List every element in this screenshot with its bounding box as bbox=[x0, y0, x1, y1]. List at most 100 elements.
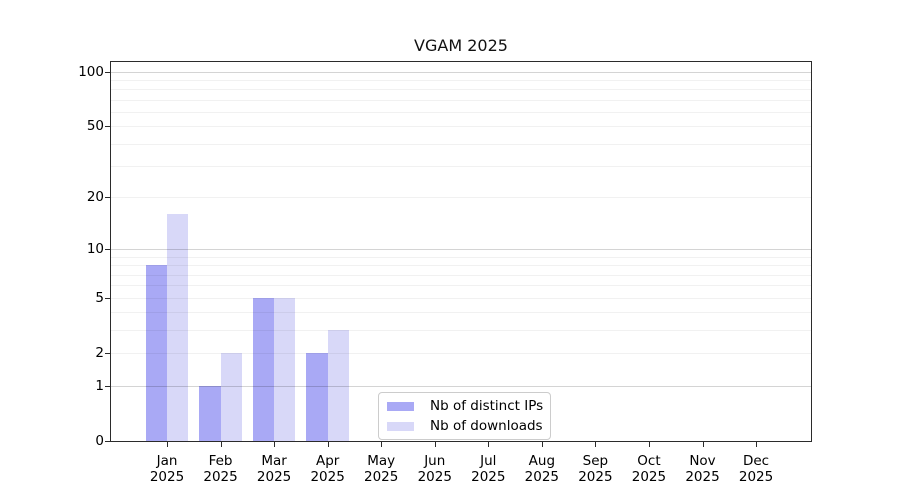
y-tickmark-10 bbox=[105, 249, 111, 251]
month-year: 2025 bbox=[256, 469, 292, 485]
month-name: Mar bbox=[261, 453, 287, 469]
legend-swatch-downloads-icon bbox=[387, 421, 414, 431]
y-tick-label-1: 1 bbox=[95, 377, 104, 394]
legend-label-downloads: Nb of downloads bbox=[430, 418, 543, 434]
bar-downloads-jan bbox=[167, 214, 189, 441]
gridline-minor-40 bbox=[111, 143, 811, 145]
month-year: 2025 bbox=[471, 469, 506, 485]
legend-label-distinct-ips: Nb of distinct IPs bbox=[430, 398, 544, 414]
month-year: 2025 bbox=[310, 469, 345, 485]
gridline-minor-80 bbox=[111, 89, 811, 91]
y-tick-label-100: 100 bbox=[78, 63, 104, 80]
y-tick-label-5: 5 bbox=[95, 289, 104, 306]
gridline-minor-30 bbox=[111, 166, 811, 168]
month-name: Jul bbox=[480, 453, 497, 469]
legend: Nb of distinct IPs Nb of downloads bbox=[378, 392, 552, 440]
month-name: Jun bbox=[424, 453, 446, 469]
month-name: Feb bbox=[208, 453, 233, 469]
x-tickmark-jun bbox=[434, 441, 436, 447]
x-tick-label-aug: Aug 2025 bbox=[510, 453, 574, 485]
gridline-minor-6 bbox=[111, 285, 811, 287]
month-name: Jan bbox=[156, 453, 178, 469]
x-tickmark-apr bbox=[327, 441, 329, 447]
x-tick-label-sep: Sep 2025 bbox=[563, 453, 627, 485]
x-tickmark-aug bbox=[541, 441, 543, 447]
bar-ips-mar bbox=[252, 297, 275, 441]
x-tickmark-nov bbox=[702, 441, 704, 447]
x-tick-label-mar: Mar 2025 bbox=[242, 453, 306, 485]
month-year: 2025 bbox=[738, 469, 774, 485]
bar-ips-feb bbox=[199, 385, 221, 441]
x-tickmark-sep bbox=[595, 441, 597, 447]
month-year: 2025 bbox=[149, 469, 185, 485]
x-tickmark-dec bbox=[756, 441, 758, 447]
y-tickmark-2 bbox=[105, 353, 111, 355]
plot-area bbox=[110, 61, 812, 442]
y-tickmark-0 bbox=[105, 441, 111, 442]
y-tick-label-0: 0 bbox=[95, 433, 104, 449]
x-tickmark-may bbox=[381, 441, 383, 447]
x-tickmark-jan bbox=[167, 441, 168, 447]
chart-title: VGAM 2025 bbox=[414, 36, 508, 55]
gridline-minor-50 bbox=[111, 126, 811, 128]
gridline-major-10 bbox=[111, 249, 811, 251]
x-tickmark-feb bbox=[220, 441, 222, 447]
gridline-minor-70 bbox=[111, 99, 811, 101]
y-tickmark-50 bbox=[105, 126, 111, 128]
gridline-minor-3 bbox=[111, 330, 811, 332]
legend-swatch-distinct-ips-icon bbox=[387, 401, 414, 411]
x-tickmark-mar bbox=[274, 441, 276, 447]
month-year: 2025 bbox=[578, 469, 613, 485]
month-year: 2025 bbox=[631, 469, 667, 485]
x-tickmark-jul bbox=[488, 441, 490, 447]
month-year: 2025 bbox=[417, 469, 452, 485]
month-year: 2025 bbox=[203, 469, 238, 485]
x-tick-label-apr: Apr 2025 bbox=[296, 453, 360, 485]
month-name: Nov bbox=[689, 453, 716, 469]
y-tick-label-2: 2 bbox=[95, 345, 104, 362]
gridline-minor-20 bbox=[111, 197, 811, 199]
month-name: May bbox=[367, 453, 396, 469]
y-tick-label-20: 20 bbox=[86, 189, 104, 206]
month-year: 2025 bbox=[364, 469, 399, 485]
y-tick-label-10: 10 bbox=[86, 241, 104, 258]
y-tickmark-100 bbox=[105, 71, 111, 73]
gridline-minor-5 bbox=[111, 297, 811, 299]
month-name: Oct bbox=[637, 453, 661, 469]
legend-row-downloads: Nb of downloads bbox=[387, 416, 543, 436]
y-tickmark-1 bbox=[105, 385, 111, 387]
month-name: Sep bbox=[582, 453, 609, 469]
gridline-minor-7 bbox=[111, 274, 811, 276]
gridline-minor-90 bbox=[111, 80, 811, 82]
legend-row-distinct-ips: Nb of distinct IPs bbox=[387, 396, 543, 416]
x-tick-label-jan: Jan 2025 bbox=[135, 453, 199, 485]
x-tick-label-dec: Dec 2025 bbox=[724, 453, 788, 485]
bar-downloads-feb bbox=[220, 353, 242, 441]
bar-downloads-mar bbox=[274, 297, 296, 441]
x-tick-label-jul: Jul 2025 bbox=[456, 453, 520, 485]
x-tick-label-nov: Nov 2025 bbox=[671, 453, 735, 485]
y-tickmark-20 bbox=[105, 197, 111, 199]
x-tick-label-oct: Oct 2025 bbox=[617, 453, 681, 485]
y-tickmark-5 bbox=[105, 297, 111, 299]
gridline-minor-9 bbox=[111, 256, 811, 258]
bar-ips-jan bbox=[145, 265, 167, 441]
gridline-minor-4 bbox=[111, 312, 811, 314]
x-tick-label-jun: Jun 2025 bbox=[403, 453, 467, 485]
month-name: Apr bbox=[315, 453, 340, 469]
month-year: 2025 bbox=[685, 469, 720, 485]
x-tick-label-feb: Feb 2025 bbox=[189, 453, 253, 485]
x-tick-label-may: May 2025 bbox=[349, 453, 413, 485]
month-name: Dec bbox=[742, 453, 770, 469]
x-tickmark-oct bbox=[648, 441, 650, 447]
gridline-minor-60 bbox=[111, 112, 811, 114]
month-year: 2025 bbox=[524, 469, 560, 485]
bar-ips-apr bbox=[306, 353, 328, 441]
bar-downloads-apr bbox=[327, 330, 350, 441]
gridline-major-100 bbox=[111, 71, 811, 73]
y-tick-label-50: 50 bbox=[86, 118, 104, 135]
gridline-minor-2 bbox=[111, 353, 811, 355]
month-name: Aug bbox=[528, 453, 556, 469]
gridline-minor-8 bbox=[111, 265, 811, 267]
